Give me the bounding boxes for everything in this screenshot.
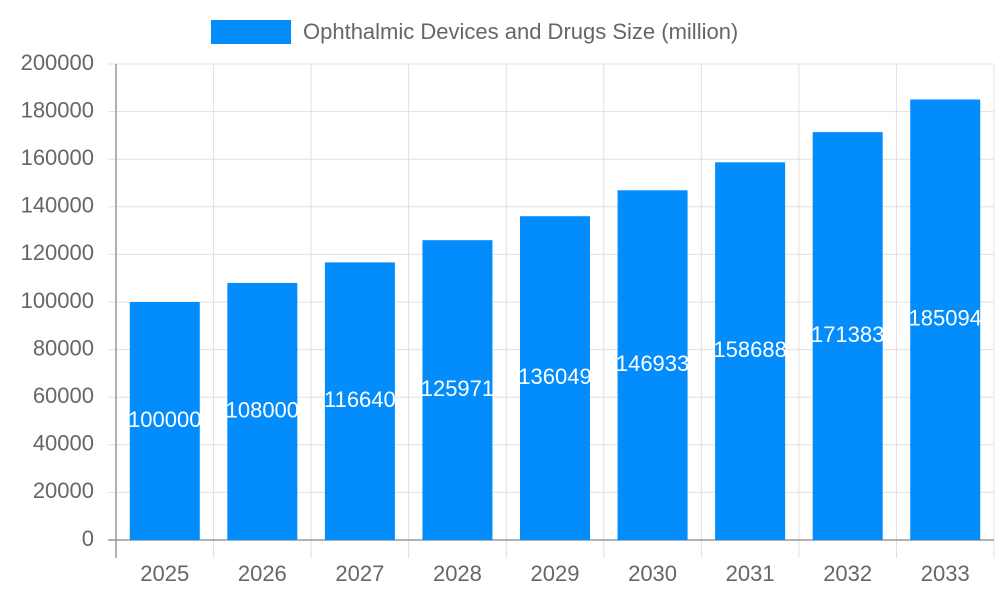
y-tick-label: 20000 [33,478,94,503]
y-tick-label: 80000 [33,335,94,360]
bar [227,282,298,540]
x-tick-label: 2029 [531,561,580,586]
legend-label: Ophthalmic Devices and Drugs Size (milli… [303,19,738,44]
bar [617,190,688,541]
data-label: 108000 [226,397,299,422]
data-label: 171383 [811,322,884,347]
y-tick-label: 40000 [33,431,94,456]
y-tick-label: 120000 [21,240,94,265]
bar [812,132,883,540]
bar [715,162,786,540]
bar [324,262,395,540]
data-label: 158688 [713,337,786,362]
y-tick-label: 200000 [21,50,94,75]
x-tick-label: 2025 [140,561,189,586]
data-label: 136049 [518,364,591,389]
bar [422,240,493,540]
x-tick-label: 2032 [823,561,872,586]
data-label: 116640 [324,387,396,412]
x-tick-label: 2028 [433,561,482,586]
bar [520,216,590,541]
data-label: 125971 [421,376,494,401]
y-tick-label: 0 [82,526,94,551]
legend-swatch [211,20,291,44]
x-tick-label: 2031 [726,561,775,586]
y-tick-label: 100000 [21,288,94,313]
y-tick-label: 140000 [21,193,94,218]
data-label: 146933 [616,351,689,376]
data-label: 100000 [128,407,201,432]
x-tick-label: 2026 [238,561,287,586]
bar [910,99,981,540]
data-label: 185094 [909,306,982,331]
y-tick-label: 60000 [33,383,94,408]
bar [129,302,200,540]
y-tick-label: 160000 [21,145,94,170]
x-tick-label: 2027 [335,561,384,586]
x-tick-label: 2033 [921,561,970,586]
y-tick-label: 180000 [21,97,94,122]
x-tick-label: 2030 [628,561,677,586]
